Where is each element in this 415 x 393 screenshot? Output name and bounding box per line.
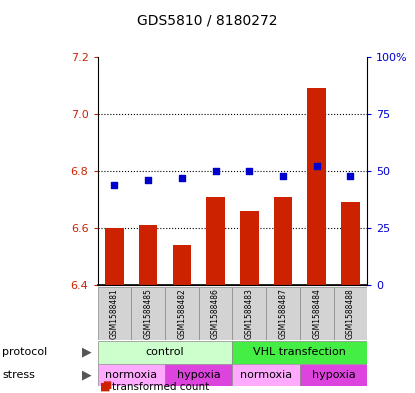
Bar [98, 364, 165, 386]
Point [111, 182, 118, 188]
Text: normoxia: normoxia [105, 370, 157, 380]
Bar [232, 364, 300, 386]
Bar [266, 287, 300, 340]
Text: transformed count: transformed count [112, 382, 209, 392]
Bar [274, 196, 292, 285]
Bar [232, 287, 266, 340]
Text: GSM1588485: GSM1588485 [144, 288, 153, 339]
Text: GSM1588483: GSM1588483 [245, 288, 254, 339]
Point [246, 168, 253, 174]
Bar [199, 287, 232, 340]
Text: VHL transfection: VHL transfection [254, 347, 346, 357]
Text: protocol: protocol [2, 347, 47, 357]
Text: ▶: ▶ [82, 346, 92, 359]
Bar [240, 211, 259, 285]
Bar [206, 196, 225, 285]
Bar [173, 245, 191, 285]
Text: hypoxia: hypoxia [312, 370, 355, 380]
Text: GDS5810 / 8180272: GDS5810 / 8180272 [137, 14, 278, 28]
Point [178, 174, 185, 181]
Point [280, 173, 286, 179]
Text: GSM1588482: GSM1588482 [177, 288, 186, 339]
Bar [165, 287, 199, 340]
Point [313, 163, 320, 169]
Text: GSM1588484: GSM1588484 [312, 288, 321, 339]
Text: ■: ■ [100, 382, 110, 392]
Text: control: control [146, 347, 184, 357]
Text: GSM1588488: GSM1588488 [346, 288, 355, 339]
Text: stress: stress [2, 370, 35, 380]
Bar [165, 364, 232, 386]
Bar [334, 287, 367, 340]
Text: ▶: ▶ [82, 368, 92, 381]
Bar [232, 341, 367, 364]
Bar [300, 287, 334, 340]
Bar [300, 364, 367, 386]
Text: hypoxia: hypoxia [177, 370, 220, 380]
Point [347, 173, 354, 179]
Text: GSM1588486: GSM1588486 [211, 288, 220, 339]
Bar [98, 287, 131, 340]
Point [212, 168, 219, 174]
Bar [98, 341, 232, 364]
Text: GSM1588481: GSM1588481 [110, 288, 119, 339]
Point [145, 177, 151, 183]
Bar [308, 88, 326, 285]
Text: ■: ■ [102, 380, 111, 390]
Bar [139, 225, 157, 285]
Bar [105, 228, 124, 285]
Text: GSM1588487: GSM1588487 [278, 288, 288, 339]
Bar [341, 202, 360, 285]
Bar [131, 287, 165, 340]
Text: normoxia: normoxia [240, 370, 292, 380]
